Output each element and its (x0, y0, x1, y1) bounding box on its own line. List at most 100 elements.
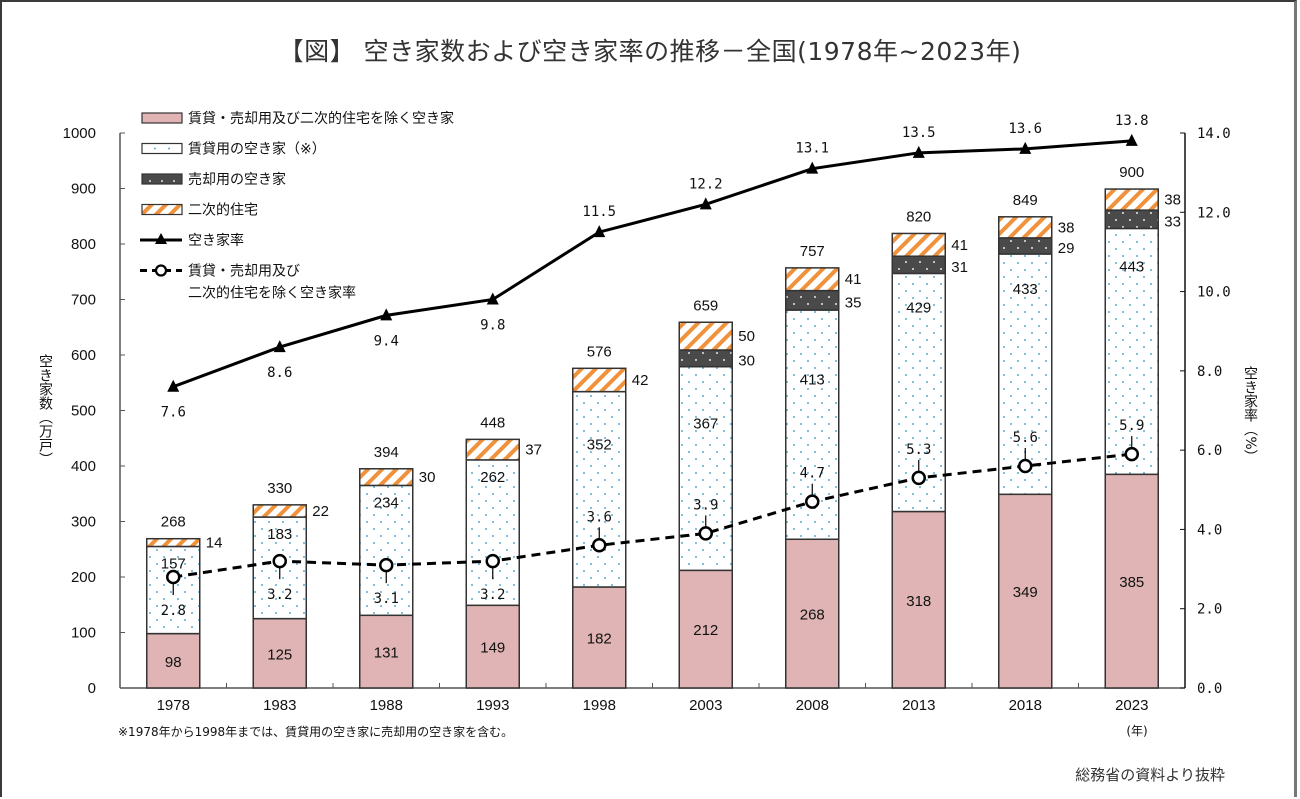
bar-secondary (998, 216, 1053, 239)
x-tick-label: 2023 (1115, 697, 1148, 714)
bar-secondary (252, 504, 307, 518)
bar-value-label: 35 (845, 294, 862, 311)
bar-value-label: 318 (906, 593, 931, 610)
bar-value-label: 349 (1013, 584, 1038, 601)
other-vacancy-rate-marker (698, 526, 713, 541)
vacancy-rate-label: 13.1 (795, 141, 829, 157)
other-vacancy-rate-label: 5.3 (906, 442, 931, 458)
y-tick-label-left: 0 (88, 680, 96, 697)
bar-for-sale (891, 255, 946, 275)
bar-total-label: 330 (267, 480, 292, 497)
bar-secondary (891, 232, 946, 257)
bar-secondary (785, 267, 840, 292)
circle-marker-icon (154, 264, 168, 277)
y-tick-label-right: 6.0 (1197, 443, 1222, 459)
vacancy-rate-label: 12.2 (689, 176, 723, 192)
bar-total-label: 659 (693, 297, 718, 314)
bar-total-label: 576 (587, 343, 612, 360)
bar-secondary (465, 438, 520, 461)
bar-total-label: 849 (1013, 192, 1038, 209)
legend-label: 二次的住宅を除く空き家率 (188, 285, 356, 302)
y-tick-label-left: 100 (71, 625, 96, 642)
bar-value-label: 41 (951, 237, 968, 254)
x-tick-label: 1988 (370, 697, 403, 714)
other-vacancy-rate-label: 3.6 (587, 509, 612, 525)
x-tick-label: 1978 (157, 697, 190, 714)
y-tick-label-right: 10.0 (1197, 285, 1231, 301)
bar-value-label: 352 (587, 436, 612, 453)
legend-label: 賃貸・売却用及び二次的住宅を除く空き家 (188, 110, 454, 127)
bar-value-label: 268 (800, 607, 825, 624)
bar-value-label: 183 (267, 526, 292, 543)
bar-value-label: 38 (1164, 192, 1181, 209)
legend-label: 賃貸・売却用及び (188, 264, 300, 280)
bar-other-vacant (1104, 473, 1159, 689)
vacancy-rate-marker (167, 379, 180, 392)
y-tick-label-left: 500 (71, 403, 96, 420)
bar-secondary (1104, 188, 1159, 211)
vacancy-rate-marker (486, 292, 499, 305)
other-vacancy-rate-label: 4.7 (800, 466, 825, 482)
footnote: ※1978年から1998年までは、賃貸用の空き家に売却用の空き家を含む。 (118, 724, 513, 739)
bar-value-label: 30 (419, 469, 436, 486)
y-tick-label-right: 4.0 (1197, 522, 1222, 538)
vacancy-rate-marker (273, 340, 286, 353)
other-vacancy-rate-marker (379, 557, 394, 573)
chart-title: 【図】 空き家数および空き家率の推移－全国(1978年~2023年) (278, 37, 1022, 66)
bar-value-label: 131 (374, 645, 399, 662)
bar-value-label: 125 (267, 646, 292, 663)
other-vacancy-rate-marker (166, 569, 181, 585)
bar-value-label: 42 (632, 372, 649, 389)
bar-total-label: 394 (374, 444, 399, 461)
bar-value-label: 38 (1058, 219, 1075, 236)
bar-secondary (572, 367, 627, 393)
bar-other-vacant (146, 632, 201, 689)
vacancy-rate-label: 13.5 (902, 125, 936, 141)
bar-value-label: 433 (1013, 281, 1038, 298)
other-vacancy-rate-marker (1124, 446, 1139, 462)
legend-dot (149, 180, 151, 182)
y-tick-label-left: 200 (71, 569, 96, 586)
line-vacancy-rate (172, 139, 1132, 389)
other-vacancy-rate-label: 5.6 (1013, 430, 1038, 446)
bar-value-label: 98 (165, 654, 182, 671)
legend-swatch-rental (141, 142, 183, 155)
other-vacancy-rate-marker (805, 494, 820, 509)
legend-label: 空き家率 (188, 232, 244, 249)
bar-value-label: 212 (693, 622, 718, 639)
line-other-vacancy-rate (173, 452, 1132, 579)
bar-secondary (678, 321, 733, 351)
bar-other-vacant (572, 586, 627, 689)
bar-value-label: 429 (906, 299, 931, 316)
bar-value-label: 157 (161, 555, 186, 572)
bar-value-label: 262 (480, 469, 505, 486)
bar-value-label: 182 (587, 630, 612, 647)
bar-value-label: 14 (206, 535, 223, 552)
lines: 7.6 8.6 9.4 9.8 11.5 12.2 13.1 13.5 13.6 13.8 2.8 3… (161, 113, 1149, 619)
bar-rental (465, 459, 520, 607)
triangle-marker-icon (155, 233, 167, 244)
other-vacancy-rate-label: 3.1 (374, 591, 399, 607)
y-tick-label-right: 2.0 (1197, 602, 1222, 618)
y-tick-label-left: 400 (71, 458, 96, 475)
bar-total-label: 448 (480, 414, 505, 431)
other-vacancy-rate-label: 3.9 (693, 497, 718, 513)
vacancy-rate-label: 8.6 (267, 365, 292, 381)
y-tick-label-left: 700 (71, 292, 96, 309)
x-tick-label: 1983 (263, 697, 296, 714)
legend-label: 賃貸用の空き家（※） (188, 141, 326, 158)
legend-dot (173, 180, 175, 182)
bar-value-label: 41 (845, 271, 862, 288)
vacancy-rate-label: 9.4 (374, 333, 399, 349)
vacancy-rate-marker (1019, 141, 1032, 154)
legend-swatch-secondary (141, 203, 183, 216)
bar-value-label: 31 (951, 259, 968, 276)
bar-value-label: 234 (374, 494, 399, 511)
y-tick-label-left: 300 (71, 514, 96, 531)
bar-other-vacant (891, 510, 946, 689)
x-tick-label: 2018 (1009, 697, 1042, 714)
bar-for-sale (1104, 209, 1159, 230)
